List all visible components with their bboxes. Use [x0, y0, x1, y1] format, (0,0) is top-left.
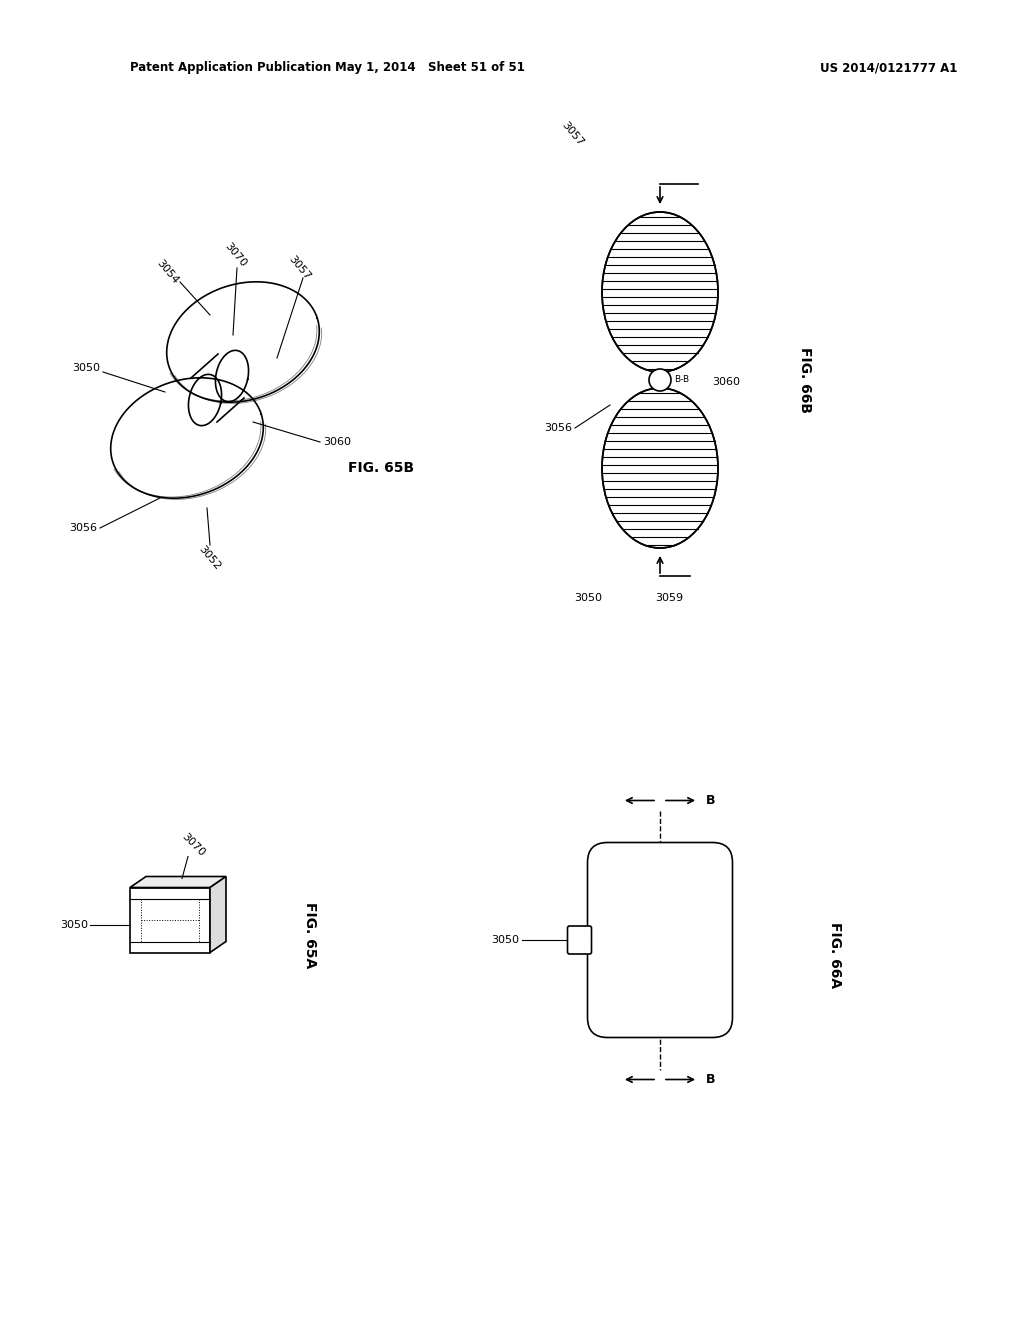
Ellipse shape	[602, 213, 718, 372]
Text: 3050: 3050	[492, 935, 519, 945]
Text: 3056: 3056	[544, 422, 572, 433]
Text: Patent Application Publication: Patent Application Publication	[130, 62, 331, 74]
Text: US 2014/0121777 A1: US 2014/0121777 A1	[820, 62, 957, 74]
Text: 3057: 3057	[287, 253, 312, 282]
Text: 3060: 3060	[323, 437, 351, 447]
Text: 3054: 3054	[155, 257, 181, 286]
Text: 3059: 3059	[655, 593, 683, 603]
Text: FIG. 65B: FIG. 65B	[348, 461, 414, 475]
Text: 3050: 3050	[574, 593, 602, 603]
Text: B-B: B-B	[674, 375, 689, 384]
FancyBboxPatch shape	[588, 842, 732, 1038]
Text: B: B	[706, 1073, 716, 1086]
Polygon shape	[130, 876, 226, 887]
Text: 3050: 3050	[60, 920, 88, 931]
Text: May 1, 2014   Sheet 51 of 51: May 1, 2014 Sheet 51 of 51	[335, 62, 525, 74]
Text: 3056: 3056	[69, 523, 97, 533]
Text: 3070: 3070	[223, 242, 249, 269]
Ellipse shape	[649, 370, 671, 391]
Text: 3057: 3057	[559, 120, 585, 148]
Polygon shape	[130, 887, 210, 953]
Text: 3060: 3060	[712, 378, 740, 387]
Text: FIG. 66A: FIG. 66A	[828, 921, 842, 989]
Text: 3052: 3052	[197, 544, 223, 572]
Text: FIG. 65A: FIG. 65A	[303, 902, 317, 968]
Polygon shape	[210, 876, 226, 953]
Ellipse shape	[602, 388, 718, 548]
Text: 3050: 3050	[72, 363, 100, 374]
FancyBboxPatch shape	[567, 927, 592, 954]
Text: FIG. 66B: FIG. 66B	[798, 347, 812, 413]
Text: 3070: 3070	[180, 832, 207, 858]
Text: B: B	[706, 795, 716, 807]
